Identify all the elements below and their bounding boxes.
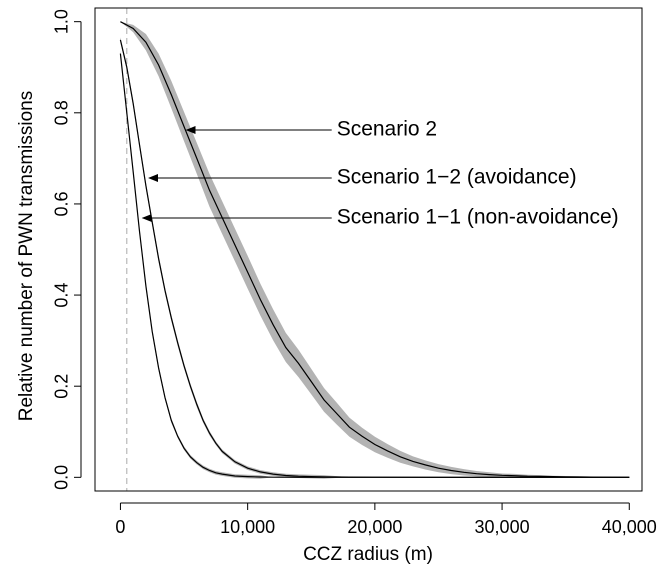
series-line-1: [120, 21, 630, 478]
x-tick-label: 40,000: [602, 517, 657, 537]
series-line-3: [119, 53, 630, 478]
annotation-label-2: Scenario 1−2 (avoidance): [337, 166, 577, 189]
series-band-1: [120, 21, 630, 478]
y-axis-title-group: Relative number of PWN transmissions: [16, 91, 37, 422]
x-axis-title: CCZ radius (m): [303, 544, 433, 565]
x-tick-label: 20,000: [347, 517, 402, 537]
plot-frame: [94, 7, 643, 492]
y-tick-label: 0.2: [52, 374, 72, 399]
annotation-label-3: Scenario 1−1 (non-avoidance): [337, 206, 619, 229]
annotation-label-1: Scenario 2: [337, 118, 437, 141]
series-band-2: [120, 37, 630, 479]
x-tick-label: 10,000: [220, 517, 275, 537]
plot-layer: 0 10,000 20,000 30,000 40,000 0.0 0.2 0.4 0.6 0.8…: [52, 7, 657, 537]
y-tick-label: 1.0: [52, 9, 72, 34]
y-tick-label: 0.6: [52, 191, 72, 216]
y-axis-title: Relative number of PWN transmissions: [16, 91, 37, 422]
y-tick-label: 0.4: [52, 283, 72, 308]
y-tick-label: 0.8: [52, 100, 72, 125]
x-tick-label: 0: [115, 517, 125, 537]
series-line-2: [119, 39, 630, 478]
x-tick-label: 30,000: [475, 517, 530, 537]
series-band-3: [120, 50, 630, 479]
y-tick-label: 0.0: [52, 465, 72, 490]
